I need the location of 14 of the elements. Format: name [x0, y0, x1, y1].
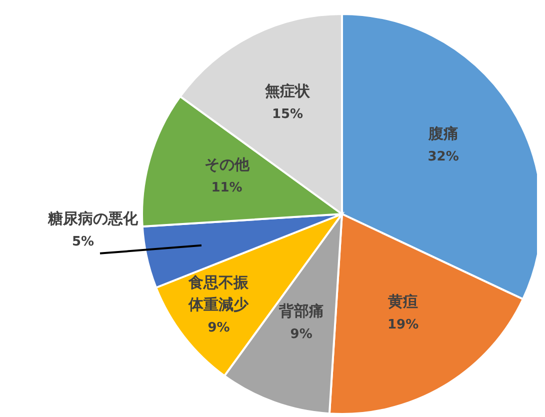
- slice-label: 無症状: [264, 82, 312, 100]
- data-label: 11%: [211, 180, 242, 196]
- data-label: 5%: [72, 234, 94, 250]
- data-label: 15%: [272, 107, 304, 122]
- slice-label: 腹痛: [427, 124, 458, 143]
- slice-label: その他: [204, 156, 250, 174]
- slice-label: 黄疸: [387, 292, 418, 310]
- slice-label: 背部痛: [278, 302, 324, 320]
- data-label: 9%: [208, 320, 230, 336]
- slice-label: 食思不振体重減少: [188, 274, 250, 314]
- data-label: 9%: [290, 326, 312, 342]
- data-label: 32%: [428, 150, 459, 165]
- data-label: 19%: [388, 317, 419, 332]
- slice-label: 糖尿病の悪化: [47, 209, 139, 228]
